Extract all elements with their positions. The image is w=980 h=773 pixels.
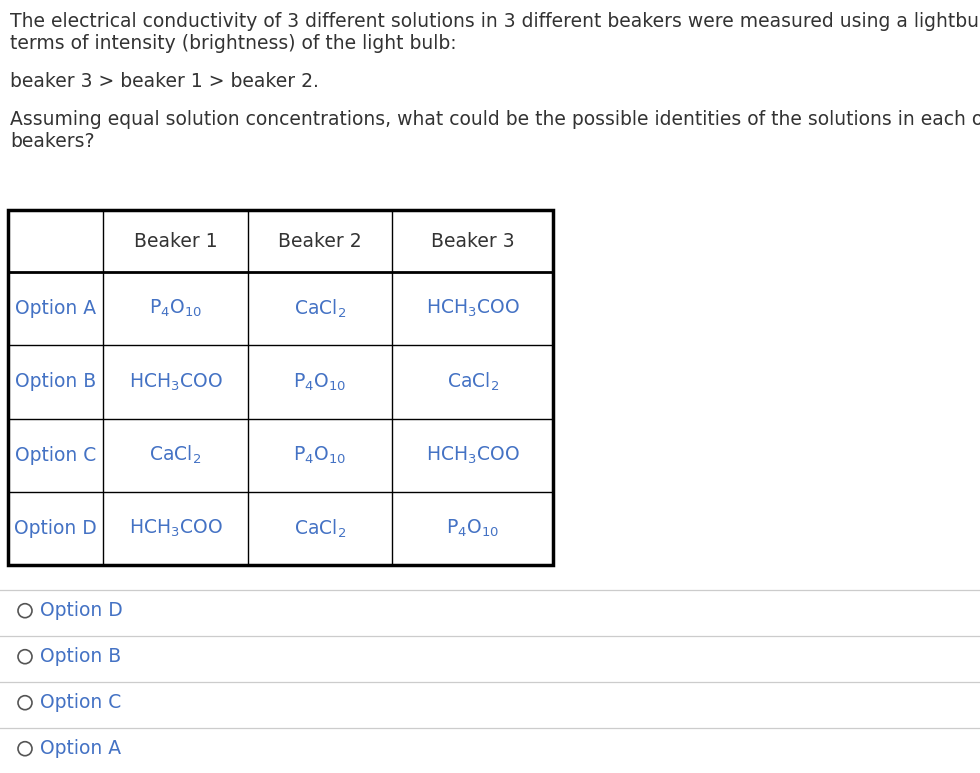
Text: $\mathregular{CaCl_2}$: $\mathregular{CaCl_2}$ [447,371,499,393]
Text: $\mathregular{HCH_3COO}$: $\mathregular{HCH_3COO}$ [128,518,222,539]
Text: $\mathregular{P_4O_{10}}$: $\mathregular{P_4O_{10}}$ [293,371,347,393]
Text: $\mathregular{CaCl_2}$: $\mathregular{CaCl_2}$ [294,298,346,320]
Text: $\mathregular{P_4O_{10}}$: $\mathregular{P_4O_{10}}$ [149,298,202,319]
Text: Option A: Option A [15,299,96,318]
Text: Option C: Option C [40,693,122,712]
Text: $\mathregular{HCH_3COO}$: $\mathregular{HCH_3COO}$ [425,298,519,319]
Text: $\mathregular{P_4O_{10}}$: $\mathregular{P_4O_{10}}$ [446,518,499,539]
Text: Option B: Option B [40,647,122,666]
Text: $\mathregular{P_4O_{10}}$: $\mathregular{P_4O_{10}}$ [293,444,347,466]
Text: $\mathregular{CaCl_2}$: $\mathregular{CaCl_2}$ [294,517,346,540]
Text: beaker 3 > beaker 1 > beaker 2.: beaker 3 > beaker 1 > beaker 2. [10,72,318,91]
Text: $\mathregular{HCH_3COO}$: $\mathregular{HCH_3COO}$ [128,371,222,393]
Text: Beaker 3: Beaker 3 [431,232,514,250]
Text: Option C: Option C [15,446,96,465]
Text: Option D: Option D [15,519,97,538]
Text: beakers?: beakers? [10,132,94,151]
Text: terms of intensity (brightness) of the light bulb:: terms of intensity (brightness) of the l… [10,34,457,53]
Text: Beaker 2: Beaker 2 [278,232,362,250]
Text: Option A: Option A [40,739,122,758]
Text: $\mathregular{CaCl_2}$: $\mathregular{CaCl_2}$ [150,444,202,466]
Text: The electrical conductivity of 3 different solutions in 3 different beakers were: The electrical conductivity of 3 differe… [10,12,980,31]
Text: $\mathregular{HCH_3COO}$: $\mathregular{HCH_3COO}$ [425,444,519,466]
Text: Beaker 1: Beaker 1 [134,232,218,250]
Text: Option D: Option D [40,601,122,620]
Text: Option B: Option B [15,373,96,391]
Text: Assuming equal solution concentrations, what could be the possible identities of: Assuming equal solution concentrations, … [10,110,980,129]
